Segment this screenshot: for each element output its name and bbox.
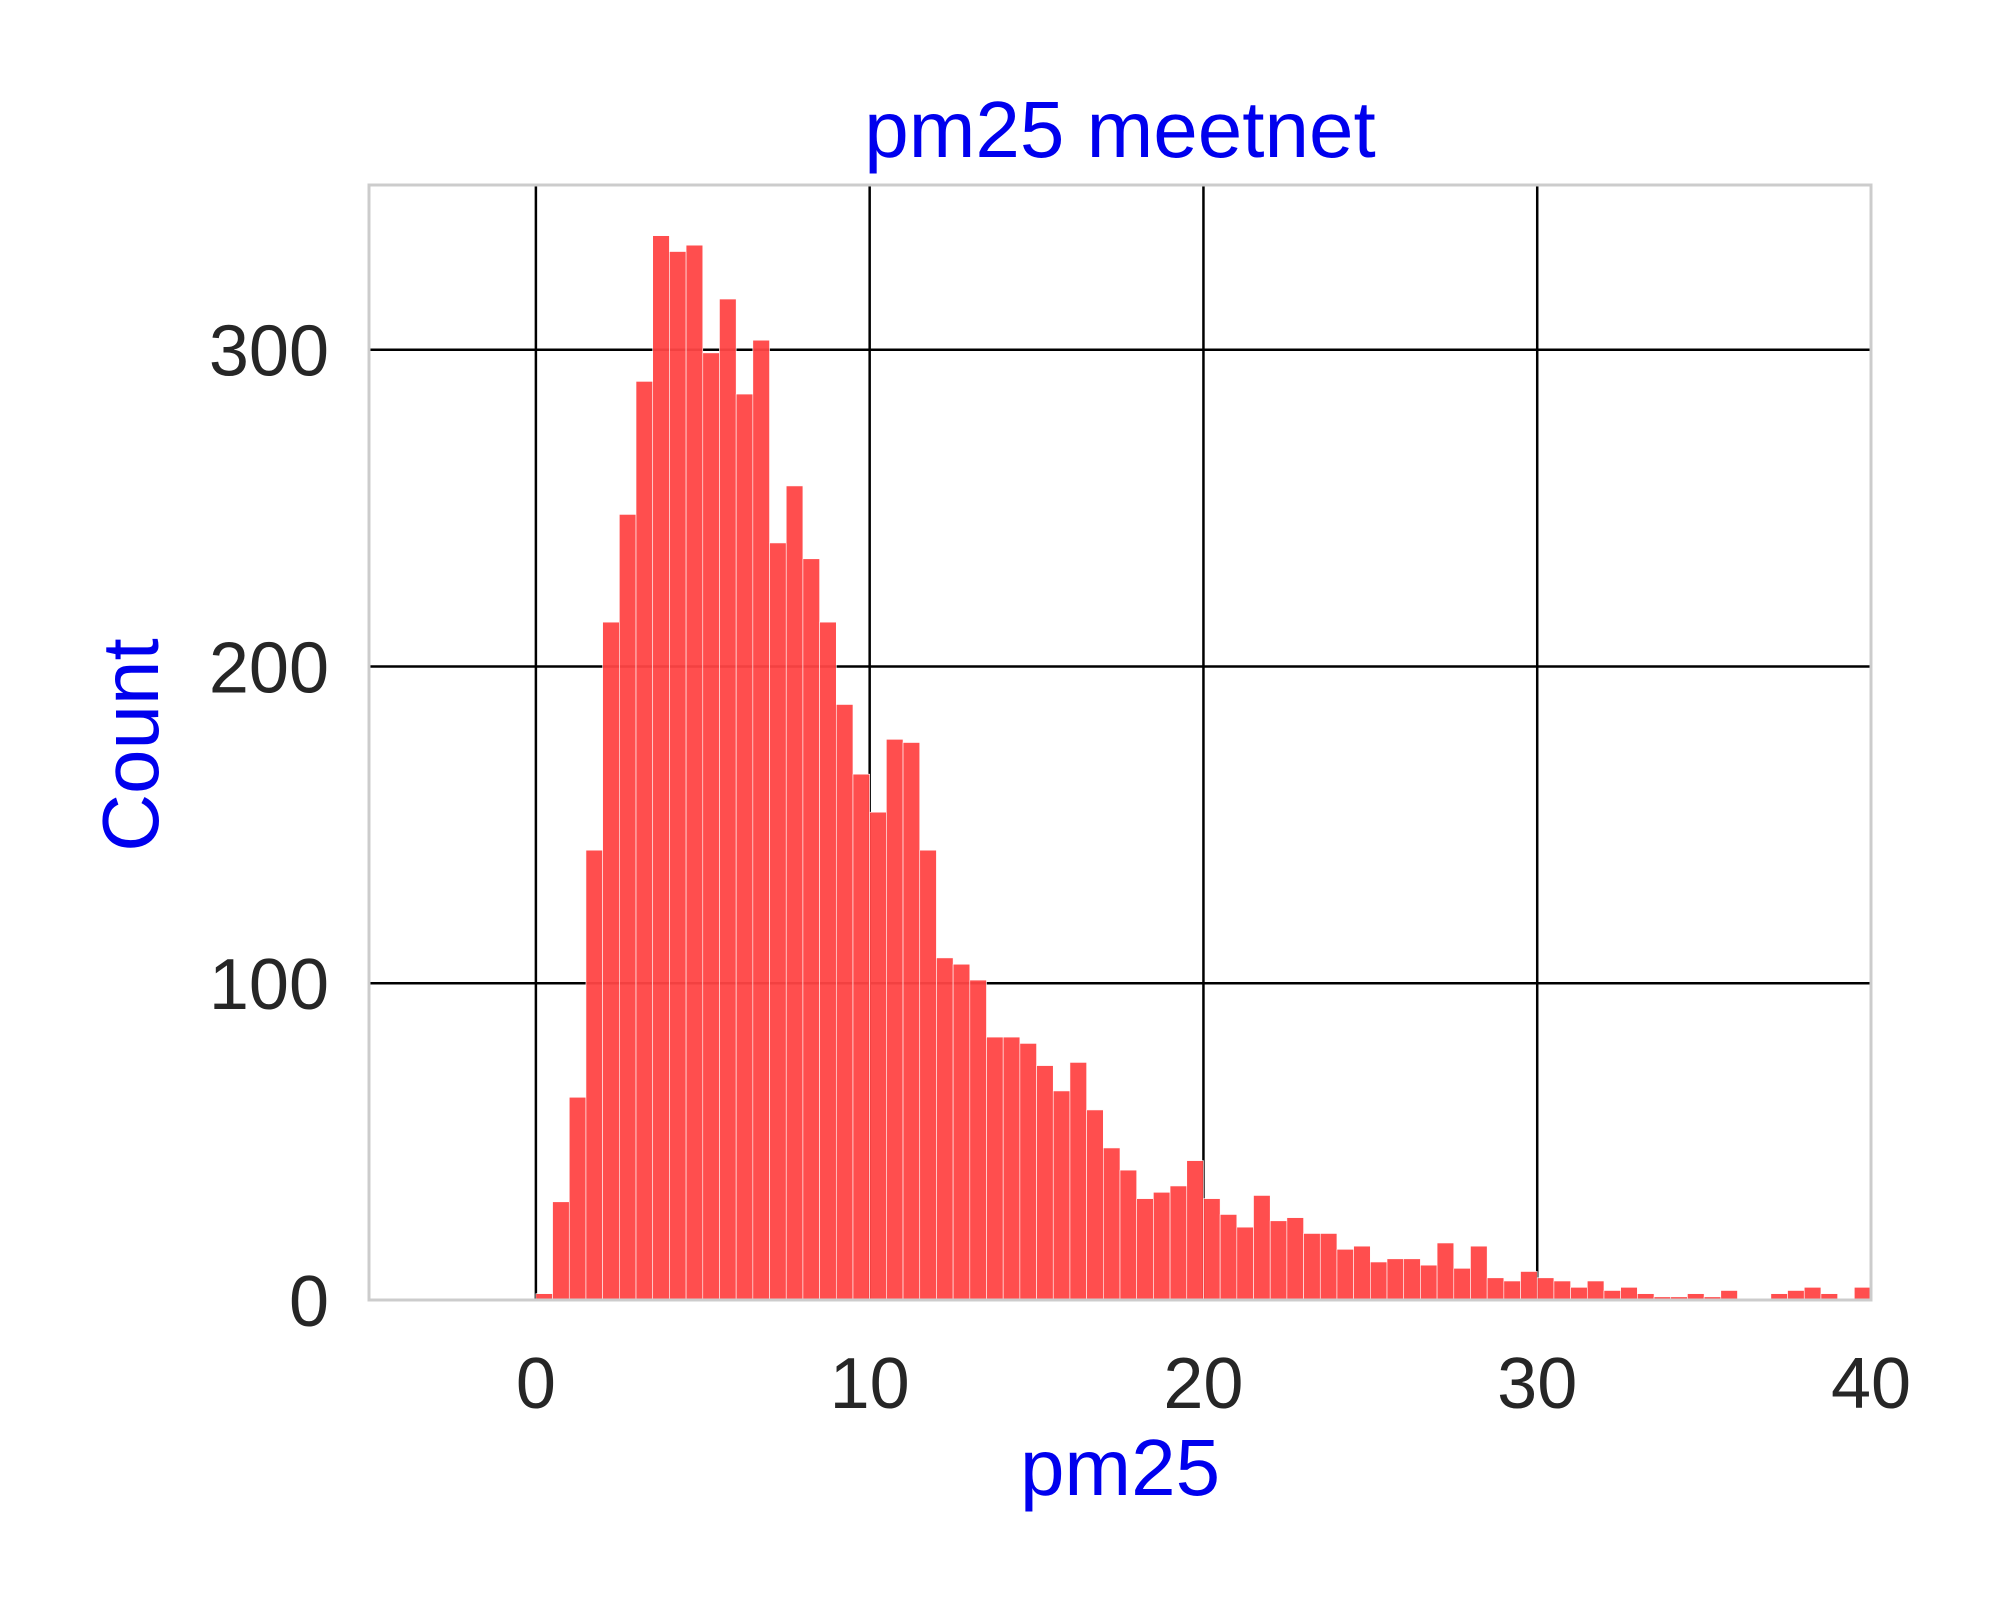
histogram-bar	[886, 739, 904, 1301]
histogram-bar	[1303, 1233, 1321, 1301]
y-tick-label: 0	[289, 1262, 329, 1342]
histogram-bar	[1470, 1245, 1488, 1301]
histogram-bar	[1436, 1242, 1455, 1301]
histogram-bar	[635, 381, 654, 1301]
histogram-bar	[1370, 1261, 1388, 1301]
histogram-bar	[719, 298, 737, 1301]
y-tick-label: 300	[209, 312, 329, 392]
x-tick-labels: 0 10 20 30 40	[516, 1344, 1911, 1424]
histogram-bar	[802, 558, 820, 1301]
chart-title: pm25 meetnet	[864, 85, 1375, 174]
x-tick-label: 30	[1497, 1344, 1577, 1424]
y-tick-label: 200	[209, 628, 329, 708]
histogram-bar	[919, 849, 937, 1301]
histogram-bar	[685, 244, 704, 1301]
histogram-bar	[568, 1096, 587, 1301]
histogram-bar	[952, 963, 971, 1301]
histogram-bar	[602, 621, 620, 1301]
histogram-bar	[619, 514, 637, 1301]
histogram-bar	[1420, 1264, 1438, 1301]
plot-frame	[367, 183, 1873, 1302]
histogram-bar	[1586, 1280, 1605, 1301]
histogram-bar	[1520, 1271, 1538, 1301]
histogram-bar	[652, 235, 670, 1301]
histogram-bar	[1553, 1280, 1571, 1301]
histogram-bar	[585, 849, 603, 1301]
histogram-bar	[552, 1201, 570, 1301]
histogram-bar	[1136, 1198, 1154, 1301]
histogram-bar	[1269, 1220, 1288, 1301]
histogram-bar	[1536, 1277, 1555, 1301]
histogram-bar	[1052, 1090, 1071, 1301]
histogram-bar	[835, 704, 854, 1301]
x-tick-label: 40	[1831, 1344, 1911, 1424]
histogram-bar	[1854, 1287, 1872, 1301]
histogram-bar	[1570, 1287, 1588, 1301]
histogram-bar	[1486, 1277, 1505, 1301]
histogram-bar	[1169, 1185, 1188, 1301]
histogram-bar	[1253, 1195, 1271, 1301]
histogram-bar	[969, 979, 987, 1301]
histogram-bar	[1503, 1280, 1521, 1301]
histogram-bar	[902, 742, 921, 1301]
histogram-bar	[752, 339, 770, 1301]
histogram-bar	[769, 542, 787, 1301]
histogram-bar	[1002, 1036, 1021, 1301]
histogram-bar	[1219, 1214, 1238, 1301]
histogram-bar	[1336, 1249, 1354, 1301]
histogram-bar	[1319, 1233, 1338, 1301]
x-tick-label: 10	[830, 1344, 910, 1424]
histogram-bar	[1153, 1192, 1171, 1301]
histogram-bar	[1403, 1258, 1421, 1301]
histogram-bar	[869, 811, 887, 1301]
histogram-bar	[852, 773, 870, 1301]
histogram-bar	[785, 485, 804, 1301]
histogram-bar	[1453, 1268, 1471, 1301]
histogram-bar	[1036, 1065, 1054, 1301]
x-tick-label: 0	[516, 1344, 556, 1424]
histogram-bar	[1019, 1043, 1037, 1301]
y-tick-label: 100	[209, 945, 329, 1025]
bar-layer	[535, 235, 1872, 1301]
histogram-bar	[1353, 1245, 1371, 1301]
x-tick-label: 20	[1163, 1344, 1243, 1424]
histogram-bar	[819, 621, 837, 1301]
histogram-bar	[1286, 1217, 1304, 1301]
histogram-bar	[1103, 1147, 1121, 1301]
histogram-bar	[1386, 1258, 1405, 1301]
histogram-bar	[1236, 1226, 1254, 1301]
histogram-bar	[702, 352, 720, 1301]
y-axis-label: Count	[86, 638, 175, 851]
histogram-bar	[986, 1036, 1004, 1301]
histogram-bar	[735, 393, 754, 1301]
histogram-bar	[1186, 1160, 1204, 1301]
histogram-bar	[1803, 1287, 1822, 1301]
histogram-bar	[1069, 1062, 1087, 1301]
y-tick-labels: 0 100 200 300	[209, 312, 329, 1342]
histogram-bar	[1620, 1287, 1638, 1301]
histogram-bar	[669, 251, 687, 1301]
histogram-bar	[936, 957, 954, 1301]
histogram-bar	[1203, 1198, 1221, 1301]
x-axis-label: pm25	[1020, 1423, 1220, 1512]
histogram-bar	[1086, 1109, 1104, 1301]
histogram-bar	[1119, 1169, 1137, 1301]
